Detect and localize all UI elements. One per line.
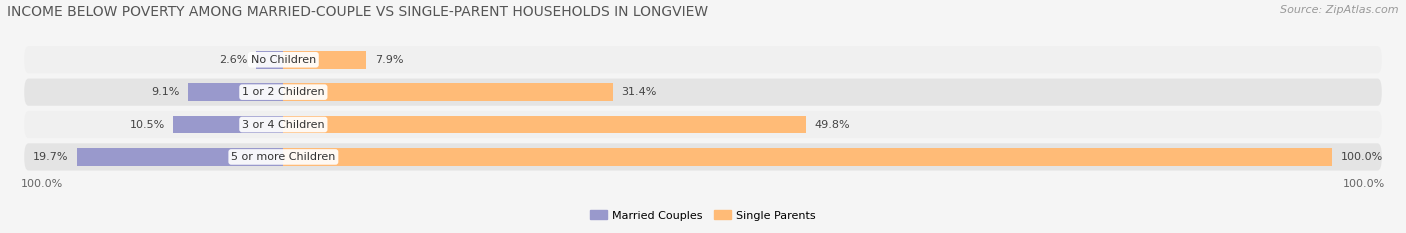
FancyBboxPatch shape [24, 143, 1382, 171]
Text: 10.5%: 10.5% [129, 120, 165, 130]
Text: 7.9%: 7.9% [374, 55, 404, 65]
Bar [77, 148, 284, 166]
Text: No Children: No Children [250, 55, 316, 65]
Text: 2.6%: 2.6% [219, 55, 247, 65]
Bar [256, 51, 284, 69]
Bar [188, 83, 284, 101]
Bar [284, 83, 613, 101]
Text: INCOME BELOW POVERTY AMONG MARRIED-COUPLE VS SINGLE-PARENT HOUSEHOLDS IN LONGVIE: INCOME BELOW POVERTY AMONG MARRIED-COUPL… [7, 5, 709, 19]
Bar [173, 116, 284, 134]
Text: 100.0%: 100.0% [1341, 152, 1384, 162]
Legend: Married Couples, Single Parents: Married Couples, Single Parents [586, 206, 820, 225]
FancyBboxPatch shape [24, 111, 1382, 138]
Text: 9.1%: 9.1% [150, 87, 180, 97]
FancyBboxPatch shape [24, 46, 1382, 73]
Text: 100.0%: 100.0% [21, 179, 63, 189]
Bar [284, 116, 806, 134]
Text: 31.4%: 31.4% [621, 87, 657, 97]
Text: 3 or 4 Children: 3 or 4 Children [242, 120, 325, 130]
Text: 100.0%: 100.0% [1343, 179, 1385, 189]
Text: Source: ZipAtlas.com: Source: ZipAtlas.com [1281, 5, 1399, 15]
Bar [284, 51, 366, 69]
Text: 1 or 2 Children: 1 or 2 Children [242, 87, 325, 97]
FancyBboxPatch shape [24, 79, 1382, 106]
Text: 5 or more Children: 5 or more Children [231, 152, 336, 162]
Text: 49.8%: 49.8% [814, 120, 849, 130]
Text: 19.7%: 19.7% [32, 152, 69, 162]
Bar [284, 148, 1333, 166]
